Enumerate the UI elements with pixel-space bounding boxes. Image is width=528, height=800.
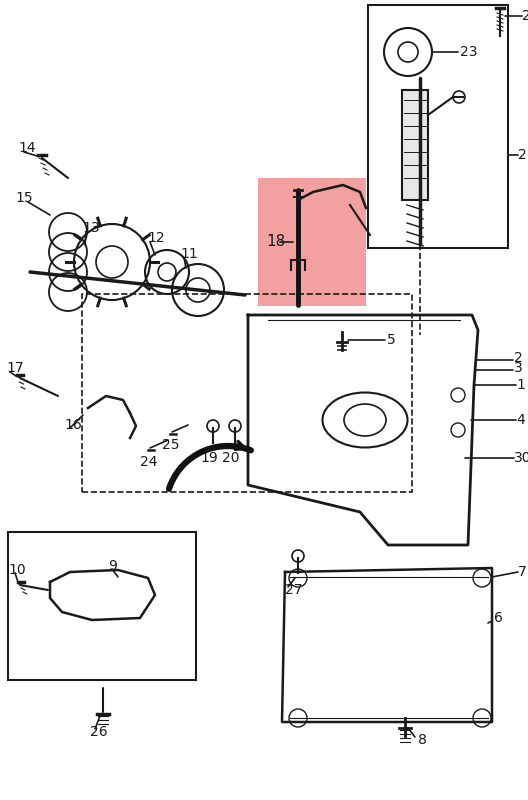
- Text: 27: 27: [285, 583, 303, 597]
- Text: 2: 2: [514, 351, 523, 365]
- Text: 3: 3: [514, 361, 523, 375]
- Bar: [258, 178, 366, 306]
- Text: 4: 4: [516, 413, 525, 427]
- Text: 12: 12: [147, 231, 165, 245]
- Text: 15: 15: [15, 191, 33, 205]
- Text: 23: 23: [460, 45, 477, 59]
- Text: 19: 19: [200, 451, 218, 465]
- Text: 22: 22: [522, 9, 528, 23]
- Bar: [82, 294, 412, 492]
- Text: 30: 30: [514, 451, 528, 465]
- Text: 7: 7: [518, 565, 527, 579]
- Text: 21: 21: [518, 148, 528, 162]
- Bar: [8, 532, 196, 680]
- Text: chevrolet - 96144874     N - 18: chevrolet - 96144874 N - 18: [126, 765, 402, 783]
- Text: 13: 13: [82, 221, 100, 235]
- Text: 24: 24: [140, 455, 157, 469]
- Text: 14: 14: [18, 141, 35, 155]
- Text: 17: 17: [6, 361, 24, 375]
- Text: 6: 6: [494, 611, 503, 625]
- Text: 1: 1: [516, 378, 525, 392]
- Text: 26: 26: [90, 725, 108, 739]
- Text: 8: 8: [418, 733, 427, 747]
- Text: 20: 20: [222, 451, 240, 465]
- Text: 18: 18: [266, 234, 285, 250]
- Bar: [368, 5, 508, 248]
- Text: 5: 5: [387, 333, 396, 347]
- Text: 10: 10: [8, 563, 26, 577]
- Text: 11: 11: [180, 247, 198, 261]
- Text: 9: 9: [108, 559, 117, 573]
- Text: 16: 16: [64, 418, 82, 432]
- Bar: [402, 90, 428, 200]
- Text: 25: 25: [162, 438, 180, 452]
